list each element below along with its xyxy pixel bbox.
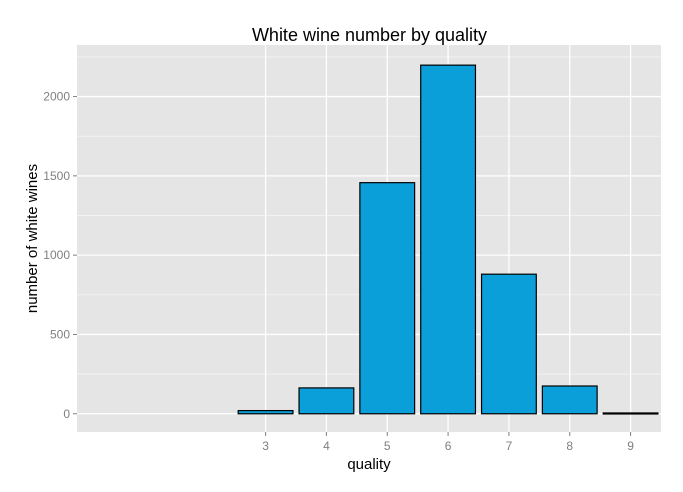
x-tick-label-5: 5 <box>384 439 391 453</box>
y-tick-label-1000: 1000 <box>43 248 70 262</box>
bar-quality-5 <box>359 182 416 415</box>
bar-quality-7 <box>480 273 537 415</box>
bar-quality-4 <box>298 387 355 415</box>
y-axis-title: number of white wines <box>24 164 41 313</box>
chart-title: White wine number by quality <box>252 25 487 45</box>
y-tick-label-500: 500 <box>50 327 70 341</box>
bar-quality-6 <box>420 64 477 415</box>
x-tick-label-7: 7 <box>506 439 513 453</box>
bar-quality-3 <box>237 409 294 415</box>
y-tick-label-2000: 2000 <box>43 90 70 104</box>
x-tick-label-9: 9 <box>627 439 634 453</box>
bars <box>237 64 659 415</box>
y-axis-ticks: 0 500 1000 1500 2000 <box>43 90 77 421</box>
bar-quality-8 <box>541 385 598 415</box>
x-axis-ticks: 3 4 5 6 7 8 9 <box>262 432 634 453</box>
x-tick-label-4: 4 <box>323 439 330 453</box>
x-tick-label-8: 8 <box>566 439 573 453</box>
x-axis-title: quality <box>347 456 391 473</box>
bar-quality-9 <box>602 412 659 415</box>
x-tick-label-6: 6 <box>445 439 452 453</box>
y-tick-label-0: 0 <box>63 407 70 421</box>
x-tick-label-3: 3 <box>262 439 269 453</box>
y-tick-label-1500: 1500 <box>43 169 70 183</box>
